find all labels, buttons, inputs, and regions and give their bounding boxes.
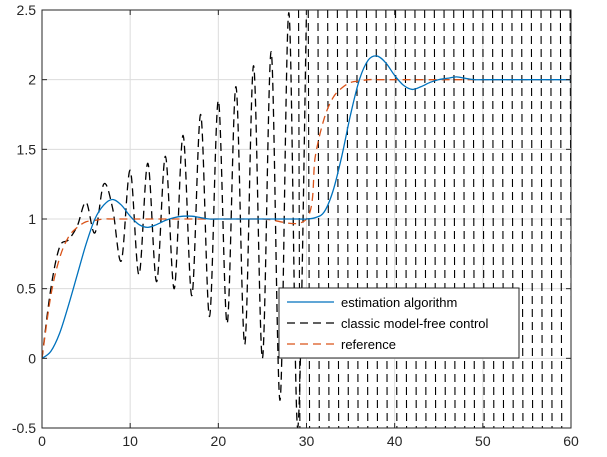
x-tick-label: 60 [563, 433, 579, 449]
legend-label: reference [341, 337, 396, 352]
series-line-oscillation [414, 10, 417, 428]
series-line-oscillation [424, 10, 427, 428]
series-layer [42, 10, 571, 428]
y-axis: -0.5 0 0.5 1 1.5 2 2.5 [12, 2, 571, 436]
series-line [42, 55, 571, 359]
series-line-oscillation [385, 10, 388, 428]
series-line-oscillation [356, 10, 359, 428]
series-line-oscillation [327, 10, 330, 428]
y-tick-label: 2.5 [17, 2, 37, 18]
legend: estimation algorithm classic model-free c… [278, 287, 520, 359]
x-tick-label: 40 [387, 433, 403, 449]
series-line-oscillation [346, 10, 349, 428]
legend-label: classic model-free control [341, 316, 488, 331]
series-line-oscillation [453, 10, 456, 428]
y-tick-label: 0 [28, 350, 36, 366]
x-axis: 0 10 20 30 40 50 60 [38, 10, 579, 449]
series-estimation-algorithm [42, 55, 571, 359]
y-tick-label: 1.5 [17, 141, 37, 157]
series-line-oscillation [462, 10, 466, 428]
y-tick-label: 1 [28, 211, 36, 227]
x-tick-label: 50 [475, 433, 491, 449]
y-tick-label: -0.5 [12, 420, 36, 436]
y-tick-label: 2 [28, 72, 36, 88]
series-line-oscillation [336, 10, 340, 428]
y-tick-label: 0.5 [17, 281, 37, 297]
series-line-oscillation [317, 10, 320, 428]
x-tick-label: 10 [122, 433, 138, 449]
x-tick-label: 20 [211, 433, 227, 449]
x-tick-label: 30 [299, 433, 315, 449]
series-line-oscillation [375, 10, 379, 428]
legend-label: estimation algorithm [341, 295, 457, 310]
x-tick-label: 0 [38, 433, 46, 449]
